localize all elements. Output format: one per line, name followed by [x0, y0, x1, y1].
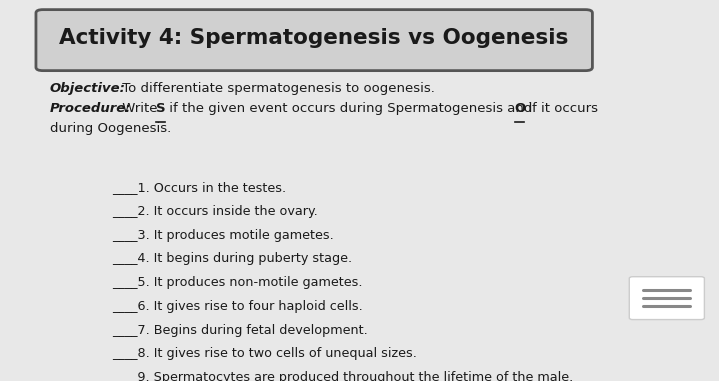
Text: Procedure:: Procedure: — [50, 102, 132, 115]
Text: ____3. It produces motile gametes.: ____3. It produces motile gametes. — [112, 229, 334, 242]
Text: ____5. It produces non-motile gametes.: ____5. It produces non-motile gametes. — [112, 276, 363, 289]
FancyBboxPatch shape — [629, 277, 705, 320]
Text: ____9. Spermatocytes are produced throughout the lifetime of the male.: ____9. Spermatocytes are produced throug… — [112, 371, 574, 381]
Text: To differentiate spermatogenesis to oogenesis.: To differentiate spermatogenesis to ooge… — [118, 82, 435, 95]
Text: Activity 4: Spermatogenesis vs Oogenesis: Activity 4: Spermatogenesis vs Oogenesis — [60, 28, 569, 48]
Text: if the given event occurs during Spermatogenesis and: if the given event occurs during Spermat… — [165, 102, 537, 115]
Text: ____7. Begins during fetal development.: ____7. Begins during fetal development. — [112, 323, 368, 336]
Text: S: S — [156, 102, 166, 115]
Text: ____8. It gives rise to two cells of unequal sizes.: ____8. It gives rise to two cells of une… — [112, 347, 417, 360]
Text: Write: Write — [118, 102, 162, 115]
Text: ____2. It occurs inside the ovary.: ____2. It occurs inside the ovary. — [112, 205, 319, 218]
Text: ____4. It begins during puberty stage.: ____4. It begins during puberty stage. — [112, 252, 352, 265]
Text: if it occurs: if it occurs — [524, 102, 598, 115]
Text: ____1. Occurs in the testes.: ____1. Occurs in the testes. — [112, 181, 287, 194]
Text: during Oogenesis.: during Oogenesis. — [50, 122, 171, 135]
Text: Objective:: Objective: — [50, 82, 126, 95]
Text: O: O — [515, 102, 526, 115]
FancyBboxPatch shape — [36, 10, 592, 70]
Text: ____6. It gives rise to four haploid cells.: ____6. It gives rise to four haploid cel… — [112, 300, 363, 313]
